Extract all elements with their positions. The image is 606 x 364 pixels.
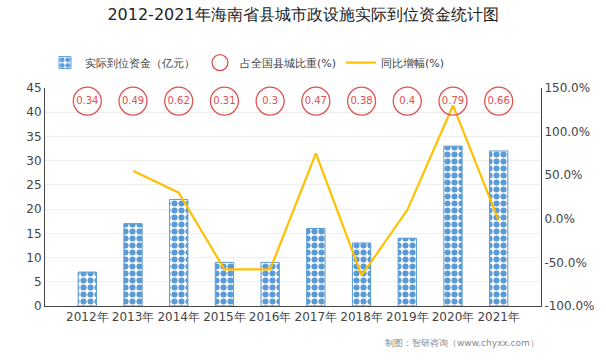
svg-text:100.0%: 100.0% [544,125,590,139]
svg-text:20: 20 [26,202,41,216]
svg-text:同比增幅(%): 同比增幅(%) [381,57,444,70]
svg-text:2013年: 2013年 [112,310,155,324]
svg-text:0.0%: 0.0% [544,212,575,226]
svg-text:2012-2021年海南省县城市政设施实际到位资金统计图: 2012-2021年海南省县城市政设施实际到位资金统计图 [107,5,498,24]
svg-text:0.49: 0.49 [122,95,144,106]
svg-text:2012年: 2012年 [66,310,109,324]
svg-text:0.4: 0.4 [399,95,415,106]
svg-text:实际到位资金（亿元）: 实际到位资金（亿元） [85,57,195,70]
svg-text:35: 35 [26,130,41,144]
svg-text:50.0%: 50.0% [544,168,582,182]
svg-text:2017年: 2017年 [295,310,338,324]
svg-text:2020年: 2020年 [432,310,475,324]
svg-text:占全国县城比重(%): 占全国县城比重(%) [240,57,336,70]
svg-text:0.62: 0.62 [168,95,190,106]
svg-text:-50.0%: -50.0% [544,256,586,270]
svg-text:0.38: 0.38 [350,95,372,106]
svg-text:2019年: 2019年 [386,310,429,324]
svg-text:2016年: 2016年 [249,310,292,324]
svg-text:0.47: 0.47 [305,95,327,106]
svg-text:0.31: 0.31 [213,95,235,106]
svg-text:-100.0%: -100.0% [544,299,594,313]
svg-text:制图：智研咨询（www.chyxx.com）: 制图：智研咨询（www.chyxx.com） [385,338,539,348]
svg-text:2021年: 2021年 [477,310,520,324]
svg-text:45: 45 [26,81,41,95]
svg-text:2015年: 2015年 [203,310,246,324]
svg-text:5: 5 [34,275,42,289]
svg-text:0.3: 0.3 [262,95,278,106]
svg-text:30: 30 [26,154,41,168]
svg-text:150.0%: 150.0% [544,81,590,95]
svg-text:25: 25 [26,178,41,192]
svg-text:2018年: 2018年 [340,310,383,324]
svg-text:15: 15 [26,227,41,241]
svg-text:0: 0 [34,299,42,313]
svg-text:10: 10 [26,251,41,265]
svg-text:0.34: 0.34 [76,95,98,106]
svg-text:40: 40 [26,105,41,119]
svg-text:2014年: 2014年 [157,310,200,324]
svg-text:0.79: 0.79 [442,95,464,106]
svg-text:0.66: 0.66 [488,95,510,106]
